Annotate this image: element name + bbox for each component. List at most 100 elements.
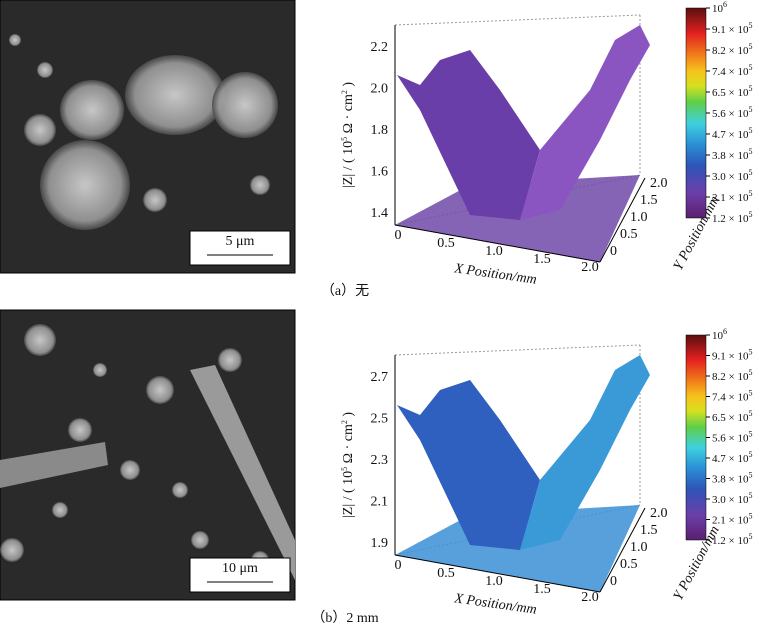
caption: （a）无	[321, 283, 369, 299]
z-axis-label-part: 5	[340, 467, 349, 471]
particle	[120, 460, 140, 480]
particle	[172, 482, 188, 498]
colorbar-label-base: 2.1 × 10	[712, 515, 749, 527]
x-tick-label: 2.0	[581, 260, 599, 275]
colorbar-label: 1.2 × 105	[712, 210, 752, 225]
colorbar-label: 2.1 × 105	[712, 189, 752, 204]
particle	[68, 418, 92, 442]
y-tick-label: 0.5	[620, 557, 638, 572]
particle	[37, 62, 53, 78]
z-tick-label: 1.8	[371, 123, 389, 138]
x-tick-label: 1.0	[485, 574, 503, 589]
panel: 5 μm（a）无2.22.01.81.61.400.51.01.52.000.5…	[0, 0, 752, 299]
z-tick-label: 1.9	[371, 536, 389, 551]
colorbar-label-base: 6.5 × 10	[712, 87, 749, 99]
z-tick-label: 2.7	[371, 370, 389, 385]
colorbar-label-base: 7.4 × 10	[712, 66, 749, 78]
colorbar	[685, 334, 707, 541]
colorbar-label: 3.0 × 105	[712, 168, 752, 183]
x-axis-label: X Position/mm	[452, 591, 537, 618]
z-tick-label: 2.5	[371, 412, 389, 427]
x-axis-label: X Position/mm	[452, 261, 537, 288]
colorbar-label: 4.7 × 105	[712, 450, 752, 465]
x-tick-label: 0.5	[437, 236, 455, 251]
particle	[250, 175, 270, 195]
fiber	[190, 365, 295, 580]
particle	[60, 80, 124, 140]
colorbar-label-base: 3.0 × 10	[712, 171, 749, 183]
z-tick-label: 1.6	[371, 165, 389, 180]
particle	[125, 55, 225, 135]
z-tick-label: 2.1	[371, 495, 389, 510]
particle	[93, 363, 107, 377]
particle	[143, 188, 167, 212]
y-tick-label: 1.5	[640, 193, 658, 208]
particle	[40, 140, 130, 230]
colorbar-label-exp: 5	[748, 210, 752, 219]
surface-right	[520, 25, 650, 220]
z-tick-label: 2.3	[371, 453, 389, 468]
z-axis-label-part: Ω · cm	[341, 424, 356, 467]
x-tick-label: 0.5	[437, 566, 455, 581]
z-axis-label: |Z| / ( 105 Ω · cm2 )	[340, 412, 356, 518]
particle	[146, 376, 174, 404]
colorbar-label-exp: 5	[748, 532, 752, 541]
y-tick-label: 0.5	[620, 227, 638, 242]
colorbar-label: 8.2 × 105	[712, 368, 752, 383]
y-tick-label: 2.0	[650, 506, 668, 521]
colorbar-label-base: 3.8 × 10	[712, 150, 749, 162]
colorbar-label-exp: 5	[748, 512, 752, 521]
axis	[599, 177, 646, 263]
z-tick-label: 2.0	[371, 82, 389, 97]
z-axis-label-part: 2	[340, 420, 349, 424]
z-axis-label: |Z| / ( 105 Ω · cm2 )	[340, 82, 356, 188]
colorbar-label: 8.2 × 105	[712, 42, 752, 57]
colorbar-label-base: 7.4 × 10	[712, 392, 749, 404]
colorbar-label-base: 10	[712, 330, 724, 342]
axis	[599, 507, 646, 593]
colorbar-label-exp: 5	[748, 348, 752, 357]
colorbar-label-exp: 5	[748, 168, 752, 177]
z-axis-label-part: 2	[340, 90, 349, 94]
colorbar-label-base: 5.6 × 10	[712, 433, 749, 445]
colorbar-label: 5.6 × 105	[712, 105, 752, 120]
colorbar-label-base: 6.5 × 10	[712, 412, 749, 424]
colorbar-label: 6.5 × 105	[712, 409, 752, 424]
scale-bar-box	[189, 230, 291, 266]
z-axis-label-part: )	[341, 82, 356, 91]
colorbar-label: 7.4 × 105	[712, 389, 752, 404]
colorbar-label-exp: 5	[748, 450, 752, 459]
axis	[394, 554, 601, 593]
x-tick-label: 2.0	[581, 590, 599, 605]
colorbar-label-exp: 5	[748, 42, 752, 51]
colorbar-label-exp: 5	[748, 105, 752, 114]
colorbar-label: 5.6 × 105	[712, 430, 752, 445]
colorbar	[685, 7, 707, 219]
colorbar-label-base: 4.7 × 10	[712, 453, 749, 465]
colorbar-label-exp: 5	[748, 491, 752, 500]
particle	[24, 114, 56, 146]
colorbar-label-exp: 5	[748, 430, 752, 439]
surface-right	[520, 355, 650, 550]
y-tick-label: 1.0	[630, 540, 648, 555]
particle	[191, 531, 209, 549]
colorbar-label-exp: 5	[748, 21, 752, 30]
y-tick-label: 2.0	[650, 176, 668, 191]
particle	[24, 324, 56, 356]
colorbar-label-base: 8.2 × 10	[712, 371, 749, 383]
colorbar-label: 2.1 × 105	[712, 512, 752, 527]
z-axis-label-part: |Z| / ( 10	[341, 141, 356, 188]
scale-bar-box	[189, 557, 291, 593]
colorbar-label: 9.1 × 105	[712, 21, 752, 36]
colorbar-label-base: 10	[712, 3, 724, 15]
colorbar-label-base: 1.2 × 10	[712, 535, 749, 547]
colorbar-label-exp: 5	[748, 84, 752, 93]
colorbar-label-exp: 5	[748, 147, 752, 156]
colorbar-label: 3.0 × 105	[712, 491, 752, 506]
y-tick-label: 1.0	[630, 210, 648, 225]
colorbar-label-exp: 5	[748, 368, 752, 377]
z-tick-label: 2.2	[371, 40, 389, 55]
y-tick-label: 0	[610, 244, 617, 259]
colorbar-label: 106	[712, 0, 727, 15]
fiber	[0, 442, 108, 488]
